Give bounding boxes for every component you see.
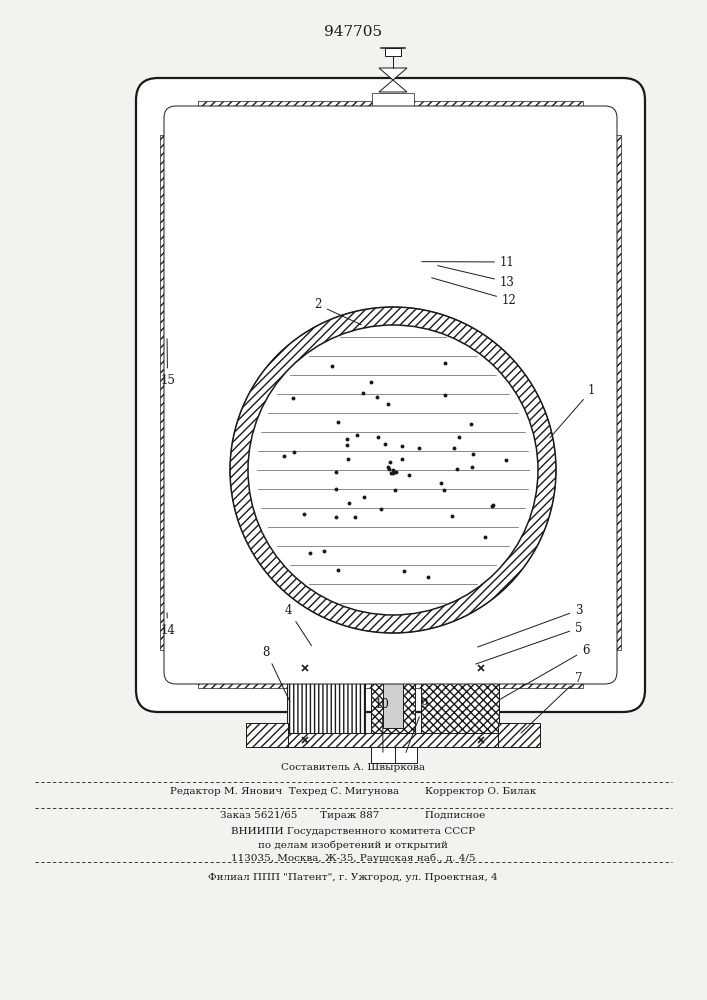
Text: 3: 3 <box>478 603 583 647</box>
Bar <box>366 315 421 337</box>
Bar <box>425 659 475 670</box>
Text: по делам изобретений и открытий: по делам изобретений и открытий <box>258 840 448 850</box>
Text: 113035, Москва, Ж-35, Раушская наб., д. 4/5: 113035, Москва, Ж-35, Раушская наб., д. … <box>230 853 475 863</box>
Bar <box>198 673 583 688</box>
Bar <box>309 640 361 656</box>
Text: 7: 7 <box>521 672 583 733</box>
Text: 5: 5 <box>476 621 583 664</box>
Bar <box>498 723 540 747</box>
Text: 10: 10 <box>375 698 390 752</box>
Text: 14: 14 <box>160 613 175 637</box>
Bar <box>425 640 477 656</box>
Circle shape <box>230 307 556 633</box>
Text: Редактор М. Янович  Техред С. Мигунова        Корректор О. Билак: Редактор М. Янович Техред С. Мигунова Ко… <box>170 788 536 796</box>
Polygon shape <box>379 80 407 92</box>
Text: ВНИИПИ Государственного комитета СССР: ВНИИПИ Государственного комитета СССР <box>231 828 475 836</box>
Bar <box>160 135 175 650</box>
Bar <box>366 252 421 300</box>
Bar <box>378 300 408 325</box>
Bar <box>287 675 365 733</box>
Text: Филиал ППП "Патент", г. Ужгород, ул. Проектная, 4: Филиал ППП "Патент", г. Ужгород, ул. Про… <box>208 874 498 882</box>
Bar <box>288 661 498 675</box>
Text: Заказ 5621/65       Тираж 887              Подписное: Заказ 5621/65 Тираж 887 Подписное <box>221 812 486 820</box>
Text: 4: 4 <box>284 603 312 646</box>
Bar <box>385 48 401 56</box>
Text: 12: 12 <box>432 278 517 306</box>
Text: 6: 6 <box>499 644 590 700</box>
Text: 947705: 947705 <box>324 25 382 39</box>
Bar <box>198 101 583 117</box>
Text: 11: 11 <box>422 255 515 268</box>
Bar <box>371 663 415 733</box>
Bar <box>356 272 431 282</box>
Text: 2: 2 <box>315 298 361 325</box>
Circle shape <box>248 325 538 615</box>
Text: 15: 15 <box>160 339 175 386</box>
Bar <box>383 668 403 728</box>
Bar <box>361 640 426 656</box>
Bar <box>372 93 414 116</box>
Bar <box>288 733 498 747</box>
Text: Составитель А. Швыркова: Составитель А. Швыркова <box>281 764 425 772</box>
Text: 13: 13 <box>438 266 515 288</box>
Bar <box>349 260 437 270</box>
FancyBboxPatch shape <box>136 78 645 712</box>
FancyBboxPatch shape <box>164 106 617 684</box>
Text: 9: 9 <box>406 698 428 752</box>
Text: 1: 1 <box>550 383 595 438</box>
Bar <box>606 135 621 650</box>
Bar <box>371 747 395 763</box>
Bar <box>361 610 426 648</box>
Bar <box>246 723 288 747</box>
Polygon shape <box>379 68 407 80</box>
Bar <box>393 747 417 763</box>
Text: 8: 8 <box>262 646 290 701</box>
Bar <box>421 675 499 733</box>
